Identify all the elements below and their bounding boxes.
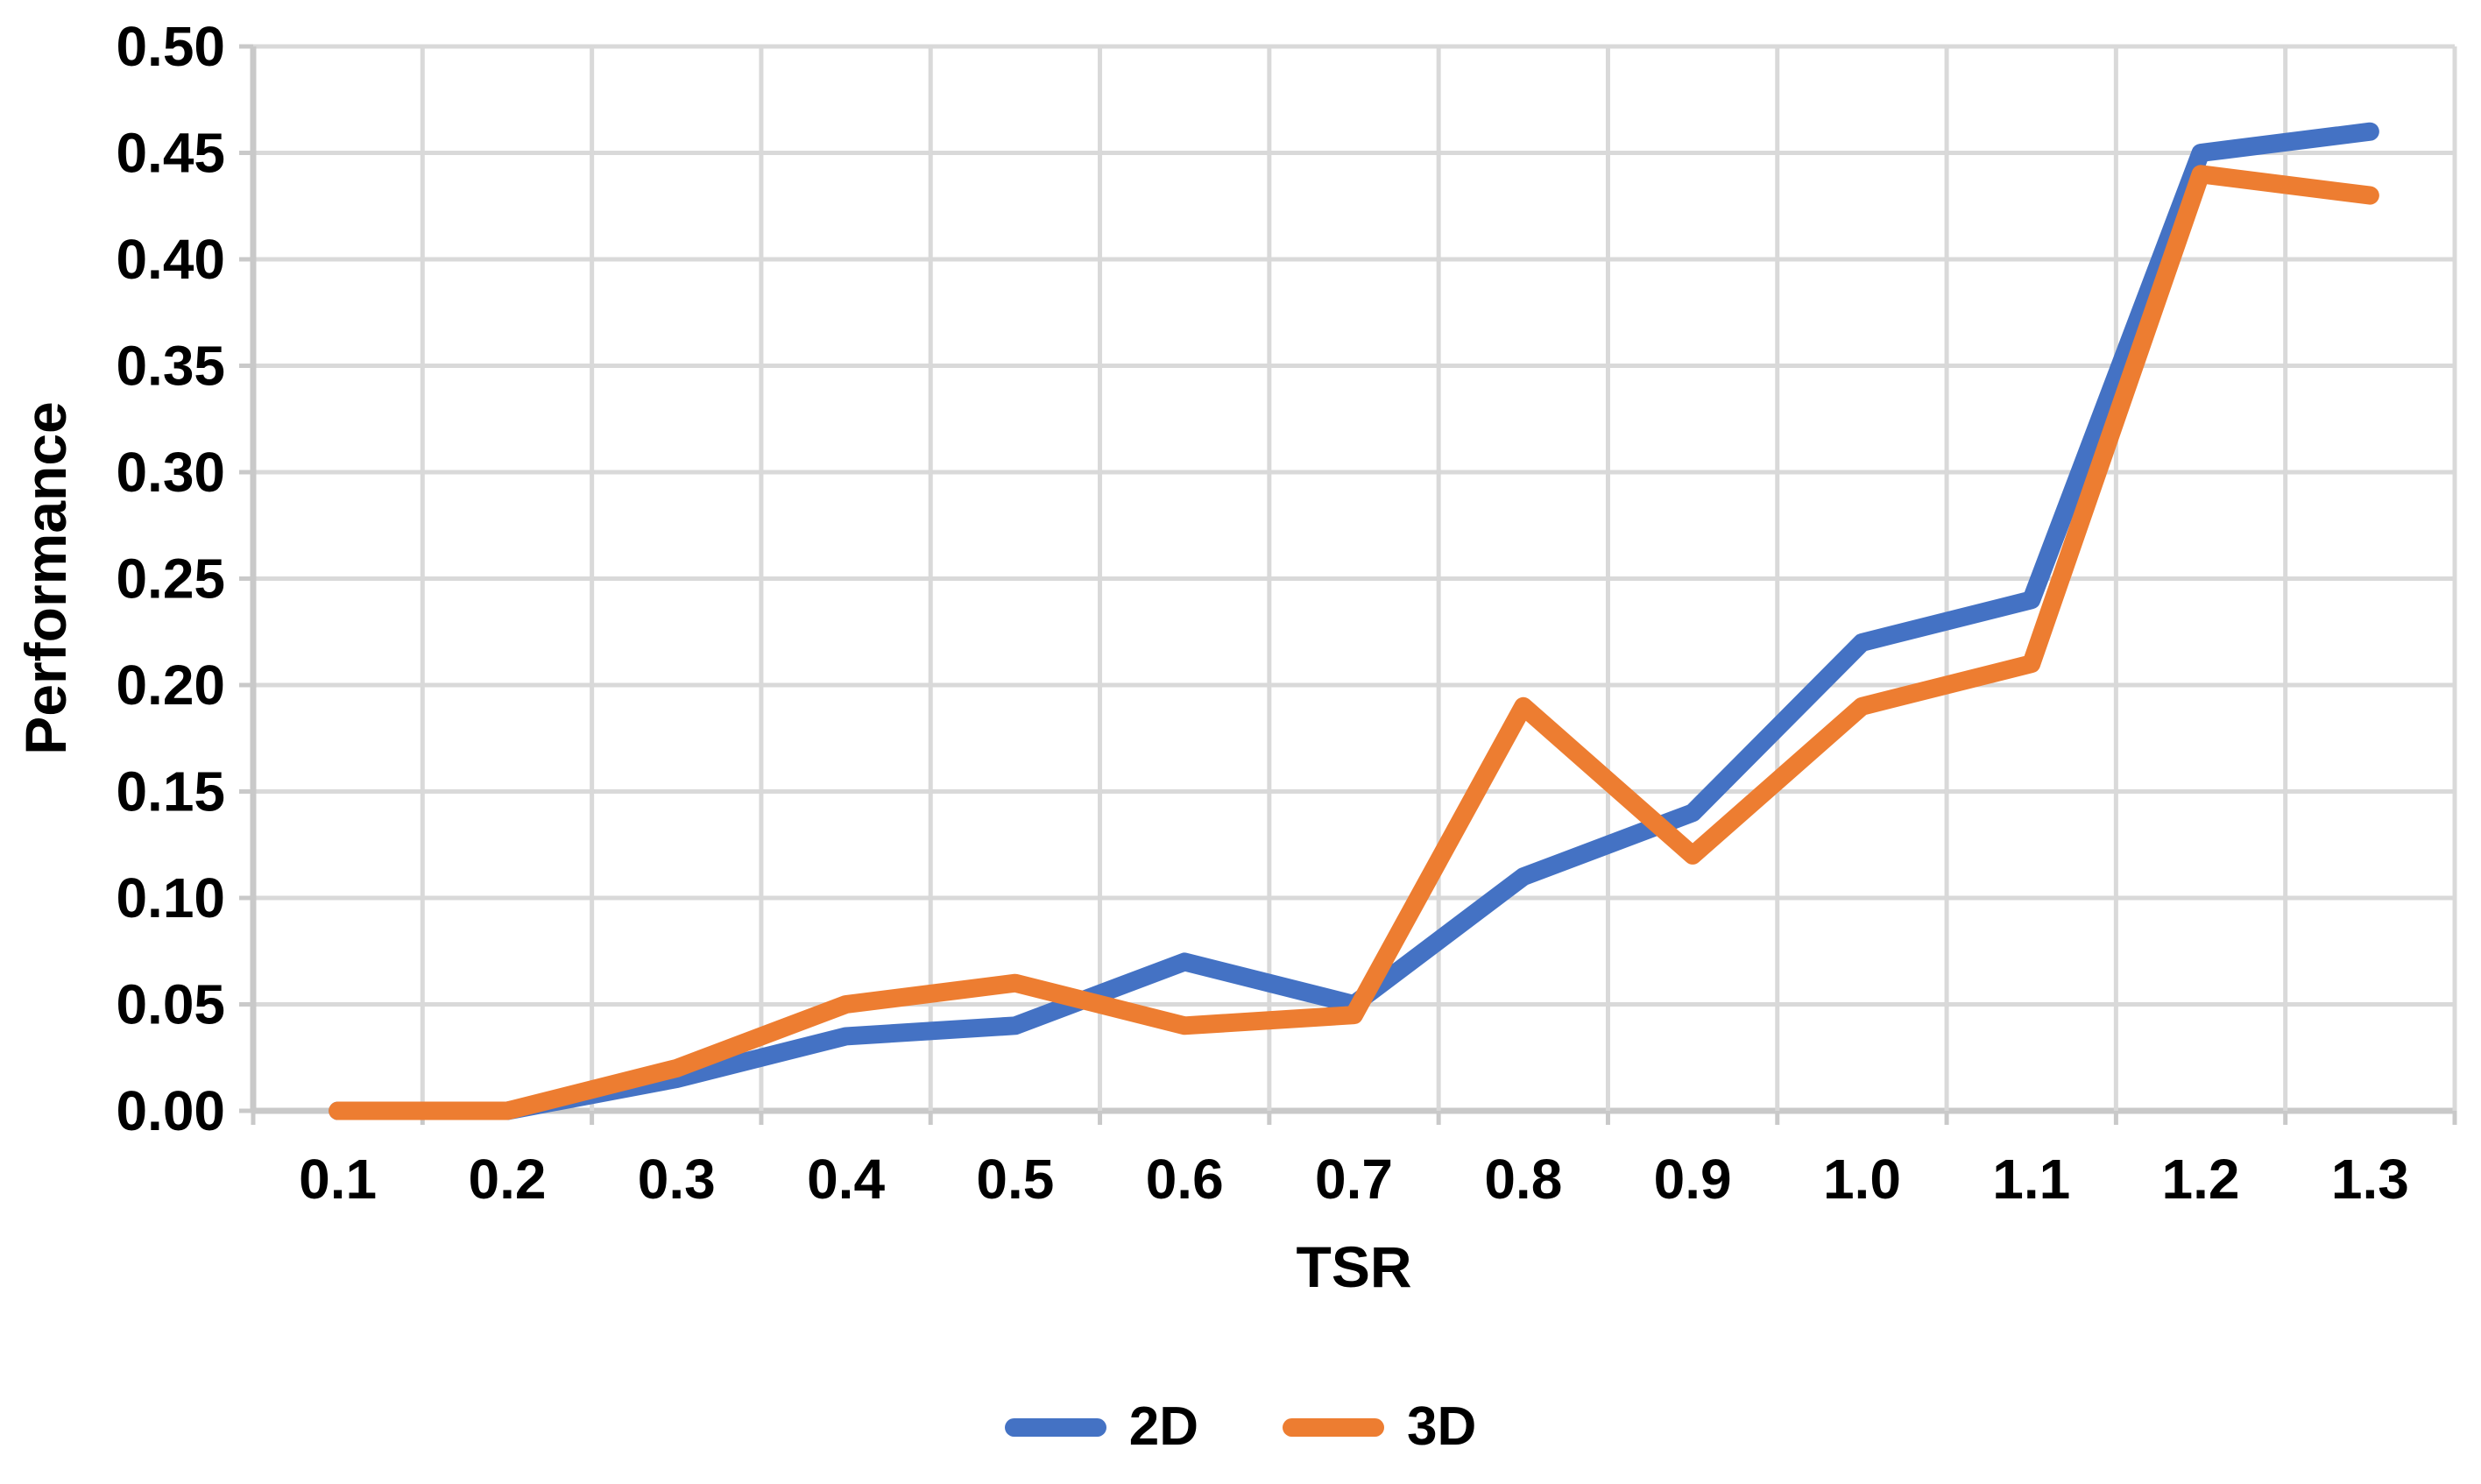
x-axis-title: TSR xyxy=(1296,1234,1412,1299)
x-tick-label: 0.9 xyxy=(1654,1148,1732,1211)
y-tick-label: 0.35 xyxy=(116,335,225,398)
x-tick-label: 0.4 xyxy=(807,1148,885,1211)
x-tick-label: 0.2 xyxy=(468,1148,546,1211)
y-tick-label: 0.25 xyxy=(116,548,225,611)
x-tick-label: 0.6 xyxy=(1146,1148,1224,1211)
x-tick-label: 0.5 xyxy=(976,1148,1054,1211)
series-line-2d xyxy=(329,122,2379,1120)
x-tick-label: 1.0 xyxy=(1823,1148,1901,1211)
y-tick-label: 0.30 xyxy=(116,441,225,504)
x-tick-label: 0.7 xyxy=(1315,1148,1393,1211)
x-tick-label: 0.3 xyxy=(638,1148,716,1211)
x-tick-label: 0.1 xyxy=(299,1148,377,1211)
legend-label: 2D xyxy=(1128,1396,1198,1457)
y-tick-label: 0.10 xyxy=(116,866,225,929)
x-tick-label: 1.3 xyxy=(2331,1148,2409,1211)
legend-swatch-3d xyxy=(1283,1417,1384,1437)
y-tick-label: 0.15 xyxy=(116,760,225,823)
y-tick-label: 0.40 xyxy=(116,228,225,291)
x-tick-label: 1.1 xyxy=(1992,1148,2070,1211)
x-tick-label: 1.2 xyxy=(2162,1148,2240,1211)
y-axis-title: Performance xyxy=(13,401,78,755)
legend-item-3d: 3D xyxy=(1283,1400,1476,1454)
legend-label: 3D xyxy=(1407,1396,1477,1457)
y-tick-label: 0.00 xyxy=(116,1079,225,1142)
y-tick-label: 0.50 xyxy=(116,15,225,78)
legend-item-2d: 2D xyxy=(1004,1396,1198,1457)
y-tick-label: 0.45 xyxy=(116,122,225,185)
legend: 2D 3D xyxy=(0,1400,2481,1454)
series-line-3d xyxy=(329,165,2379,1120)
legend-swatch-2d xyxy=(1004,1417,1106,1437)
y-tick-label: 0.05 xyxy=(116,973,225,1036)
y-tick-label: 0.20 xyxy=(116,654,225,717)
x-tick-label: 0.8 xyxy=(1484,1148,1562,1211)
